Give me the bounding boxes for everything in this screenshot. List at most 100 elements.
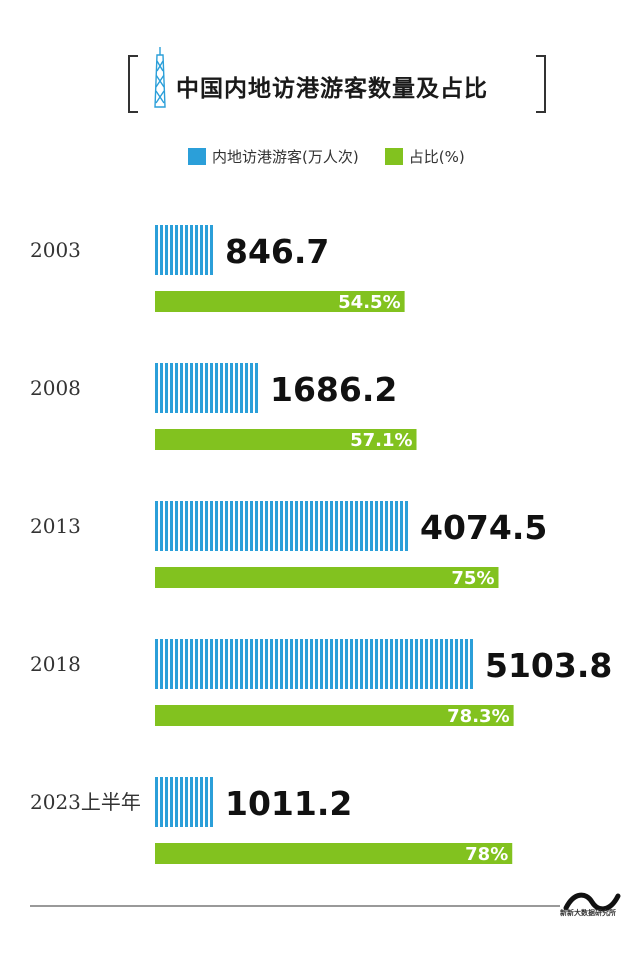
visitors-bar-stripe <box>220 501 223 551</box>
visitors-bar-stripe <box>190 363 193 413</box>
visitors-bar-stripe <box>155 639 158 689</box>
visitors-bar-stripe <box>240 639 243 689</box>
visitors-bar-stripe <box>285 501 288 551</box>
visitors-bar-stripe <box>405 501 408 551</box>
category-label: 2008 <box>30 376 81 400</box>
visitors-bar-stripe <box>205 225 208 275</box>
visitors-bar-stripe <box>270 639 273 689</box>
visitors-bar-stripe <box>350 501 353 551</box>
category-label: 2003 <box>30 238 81 262</box>
category-label: 2018 <box>30 652 81 676</box>
visitors-value-label: 4074.5 <box>420 508 547 547</box>
visitors-bar-stripe <box>220 639 223 689</box>
visitors-bar-stripe <box>155 363 158 413</box>
visitors-bar-stripe <box>400 501 403 551</box>
visitors-bar-stripe <box>455 639 458 689</box>
visitors-bar-stripe <box>170 363 173 413</box>
visitors-bar-stripe <box>205 501 208 551</box>
visitors-bar-stripe <box>180 639 183 689</box>
visitors-bar-stripe <box>245 501 248 551</box>
visitors-bar-stripe <box>200 501 203 551</box>
visitors-bar-stripe <box>200 777 203 827</box>
visitors-bar-stripe <box>170 501 173 551</box>
visitors-bar-stripe <box>165 225 168 275</box>
visitors-bar-stripe <box>180 225 183 275</box>
visitors-bar-stripe <box>385 639 388 689</box>
visitors-bar-stripe <box>445 639 448 689</box>
visitors-bar <box>155 225 213 275</box>
visitors-bar-stripe <box>165 363 168 413</box>
visitors-bar-stripe <box>425 639 428 689</box>
visitors-bar-stripe <box>315 639 318 689</box>
title-bracket-right <box>536 55 546 113</box>
visitors-bar-stripe <box>370 639 373 689</box>
visitors-bar-stripe <box>355 639 358 689</box>
visitors-bar-stripe <box>415 639 418 689</box>
visitors-bar-stripe <box>245 363 248 413</box>
visitors-bar-stripe <box>210 363 213 413</box>
visitors-bar-stripe <box>390 639 393 689</box>
visitors-bar-stripe <box>320 501 323 551</box>
footer-divider <box>30 905 560 907</box>
visitors-bar-stripe <box>175 363 178 413</box>
visitors-bar-stripe <box>250 363 253 413</box>
visitors-bar-stripe <box>295 501 298 551</box>
visitors-bar-stripe <box>215 501 218 551</box>
visitors-bar-stripe <box>340 501 343 551</box>
visitors-value-label: 846.7 <box>225 232 329 271</box>
share-value-label: 78% <box>465 844 508 865</box>
visitors-bar-stripe <box>195 363 198 413</box>
visitors-bar-stripe <box>205 639 208 689</box>
visitors-bar-stripe <box>460 639 463 689</box>
legend-item-visitors: 内地访港游客(万人次) <box>188 146 359 167</box>
visitors-bar-stripe <box>190 225 193 275</box>
visitors-bar-stripe <box>250 501 253 551</box>
visitors-bar-stripe <box>290 639 293 689</box>
visitors-bar-stripe <box>265 501 268 551</box>
visitors-bar-stripe <box>235 639 238 689</box>
visitors-bar-stripe <box>350 639 353 689</box>
legend-swatch-share <box>384 148 403 165</box>
visitors-bar-stripe <box>375 639 378 689</box>
visitors-bar-stripe <box>265 639 268 689</box>
legend-label-share: 占比(%) <box>408 148 465 166</box>
visitors-bar-stripe <box>175 501 178 551</box>
visitors-value-label: 5103.8 <box>485 646 612 685</box>
visitors-bar-stripe <box>240 501 243 551</box>
visitors-bar-stripe <box>200 225 203 275</box>
visitors-bar-stripe <box>215 363 218 413</box>
logo-text: 新新大数据研究所 <box>560 909 616 917</box>
visitors-bar-stripe <box>400 639 403 689</box>
visitors-bar-stripe <box>280 639 283 689</box>
legend-item-share: 占比(%) <box>384 146 465 167</box>
visitors-bar-stripe <box>230 639 233 689</box>
share-value-label: 78.3% <box>447 706 509 727</box>
visitors-bar-stripe <box>160 363 163 413</box>
visitors-bar-stripe <box>330 639 333 689</box>
visitors-bar-stripe <box>205 777 208 827</box>
visitors-bar-stripe <box>330 501 333 551</box>
visitors-bar-stripe <box>325 501 328 551</box>
visitors-bar-stripe <box>180 363 183 413</box>
visitors-bar-stripe <box>185 777 188 827</box>
visitors-bar-stripe <box>395 501 398 551</box>
visitors-bar-stripe <box>375 501 378 551</box>
visitors-bar-stripe <box>190 777 193 827</box>
visitors-bar-stripe <box>235 501 238 551</box>
visitors-bar-stripe <box>310 639 313 689</box>
share-bar <box>155 429 417 450</box>
legend-label-visitors: 内地访港游客(万人次) <box>212 148 359 166</box>
visitors-bar-stripe <box>225 501 228 551</box>
visitors-bar-stripe <box>235 363 238 413</box>
visitors-bar-stripe <box>165 501 168 551</box>
visitors-bar-stripe <box>260 639 263 689</box>
visitors-bar-stripe <box>360 501 363 551</box>
visitors-bar-stripe <box>430 639 433 689</box>
visitors-bar-stripe <box>390 501 393 551</box>
title-bracket-left <box>128 55 138 113</box>
visitors-bar-stripe <box>230 363 233 413</box>
visitors-bar-stripe <box>295 639 298 689</box>
visitors-bar-stripe <box>215 639 218 689</box>
visitors-bar-stripe <box>325 639 328 689</box>
visitors-bar-stripe <box>200 639 203 689</box>
